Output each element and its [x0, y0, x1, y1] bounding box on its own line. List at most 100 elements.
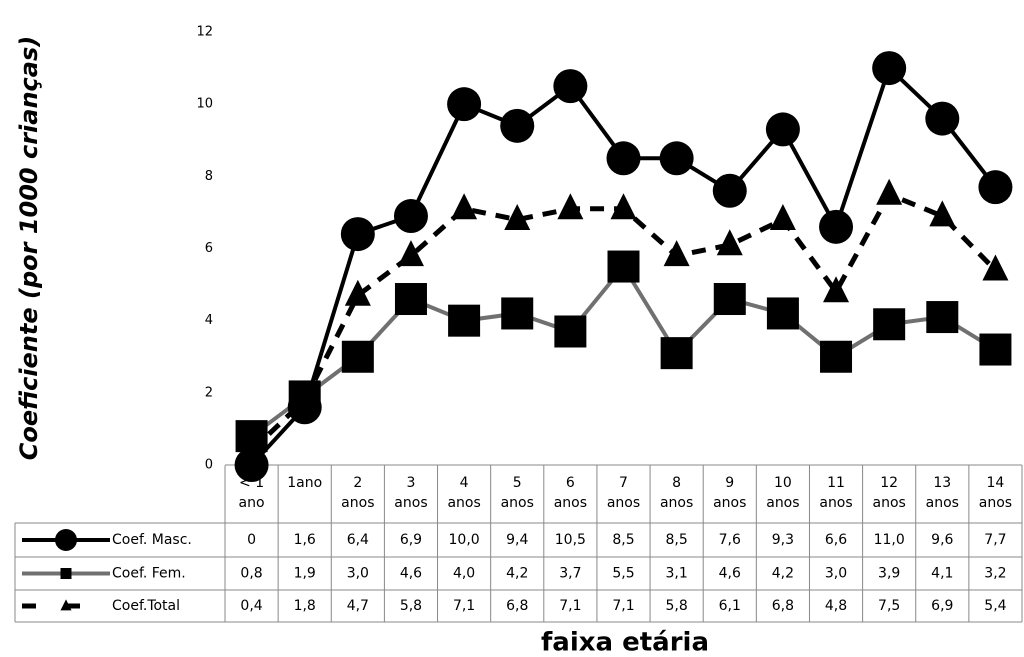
y-tick-label: 6	[205, 241, 213, 256]
table-value: 5,8	[400, 598, 422, 614]
point	[823, 276, 850, 303]
point	[397, 240, 424, 267]
table-value: 6,6	[825, 532, 847, 548]
point	[235, 420, 268, 453]
x-tick-label-box: 10 anos	[766, 475, 800, 511]
table-value: 3,0	[825, 566, 847, 582]
point	[500, 108, 535, 143]
x-axis-label: faixa etária	[541, 628, 709, 657]
x-tick-label: 7 anos	[606, 475, 641, 511]
legend-marker	[60, 568, 72, 579]
point	[716, 229, 743, 256]
point	[557, 193, 584, 220]
table-value: 8,5	[612, 532, 634, 548]
table-value: 8,5	[666, 532, 688, 548]
point	[926, 301, 959, 334]
point	[660, 337, 693, 370]
point	[448, 304, 481, 337]
x-tick-label-box: 14 anos	[978, 475, 1013, 511]
x-tick-label: 10 anos	[766, 475, 800, 511]
x-tick-label-box: 7 anos	[606, 475, 641, 511]
point	[554, 315, 587, 348]
table-value: 6,4	[347, 532, 369, 548]
table-value: 3,1	[666, 566, 688, 582]
x-tick-label: 12 anos	[872, 475, 906, 511]
table-value: 6,8	[772, 598, 794, 614]
table-value: 4,2	[772, 566, 794, 582]
point	[929, 200, 956, 227]
table-value: 7,1	[559, 598, 581, 614]
point	[287, 390, 322, 425]
table-value: 11,0	[874, 532, 905, 548]
point	[659, 141, 694, 176]
legend-marker	[60, 599, 72, 611]
y-tick-label: 12	[196, 25, 213, 40]
x-tick-label: 14 anos	[978, 475, 1013, 511]
x-tick-label: 2 anos	[341, 475, 375, 511]
table-value: 0,8	[240, 566, 262, 582]
point	[925, 101, 960, 136]
point	[606, 141, 641, 176]
x-tick-label: 5 anos	[500, 475, 534, 511]
y-tick-label: 8	[205, 169, 213, 184]
x-tick-label: 3 anos	[394, 475, 428, 511]
point	[876, 178, 903, 205]
point	[663, 240, 690, 267]
point	[607, 250, 640, 283]
point	[765, 112, 800, 147]
table-value: 9,4	[506, 532, 528, 548]
table-value: 7,1	[612, 598, 634, 614]
point	[447, 87, 482, 122]
table-value: 7,6	[719, 532, 741, 548]
point	[982, 254, 1009, 281]
point	[713, 283, 746, 316]
x-tick-label: 1ano	[287, 475, 323, 491]
point	[766, 297, 799, 330]
table-value: 4,0	[453, 566, 475, 582]
table-value: 6,9	[400, 532, 422, 548]
x-tick-label-box: 4 anos	[447, 475, 480, 511]
point	[979, 333, 1012, 366]
table-value: 9,6	[931, 532, 953, 548]
table-value: 3,0	[347, 566, 369, 582]
table-value: 4,2	[506, 566, 528, 582]
point	[501, 297, 534, 330]
table-value: 6,9	[931, 598, 953, 614]
x-tick-label: 13 anos	[925, 475, 959, 511]
point	[553, 69, 588, 104]
x-tick-label-box: 6 anos	[553, 475, 588, 511]
table-value: 1,9	[294, 566, 316, 582]
legend-label: Coef. Masc.	[112, 532, 192, 548]
table-value: 6,1	[719, 598, 741, 614]
point	[393, 199, 428, 234]
y-tick-label: 2	[205, 385, 213, 400]
point	[873, 308, 906, 341]
table-value: 10,0	[449, 532, 480, 548]
x-tick-label: 8 anos	[659, 475, 694, 511]
table-value: 4,7	[347, 598, 369, 614]
x-tick-label-box: 3 anos	[394, 475, 428, 511]
legend-label: Coef. Fem.	[112, 566, 186, 582]
table-value: 4,1	[931, 566, 953, 582]
x-tick-label-box: 8 anos	[659, 475, 694, 511]
point	[978, 170, 1013, 205]
table-value: 9,3	[772, 532, 794, 548]
table-value: 4,8	[825, 598, 847, 614]
x-tick-label: 11 anos	[819, 475, 853, 511]
point	[234, 448, 269, 482]
table-value: 5,5	[612, 566, 634, 582]
x-tick-label: 6 anos	[553, 475, 588, 511]
point	[340, 217, 375, 252]
table-value: 3,7	[559, 566, 581, 582]
x-tick-label-box: 9 anos	[713, 475, 746, 511]
point	[610, 193, 637, 220]
table-value: 10,5	[555, 532, 586, 548]
y-tick-label: 4	[205, 313, 213, 328]
point	[820, 340, 853, 373]
table-value: 4,6	[400, 566, 422, 582]
point	[341, 340, 374, 373]
table-value: 0,4	[240, 598, 262, 614]
x-tick-label-box: 1ano	[287, 475, 323, 491]
x-tick-label-box: 12 anos	[872, 475, 906, 511]
y-axis-label: Coeficiente (por 1000 crianças)	[15, 36, 43, 460]
